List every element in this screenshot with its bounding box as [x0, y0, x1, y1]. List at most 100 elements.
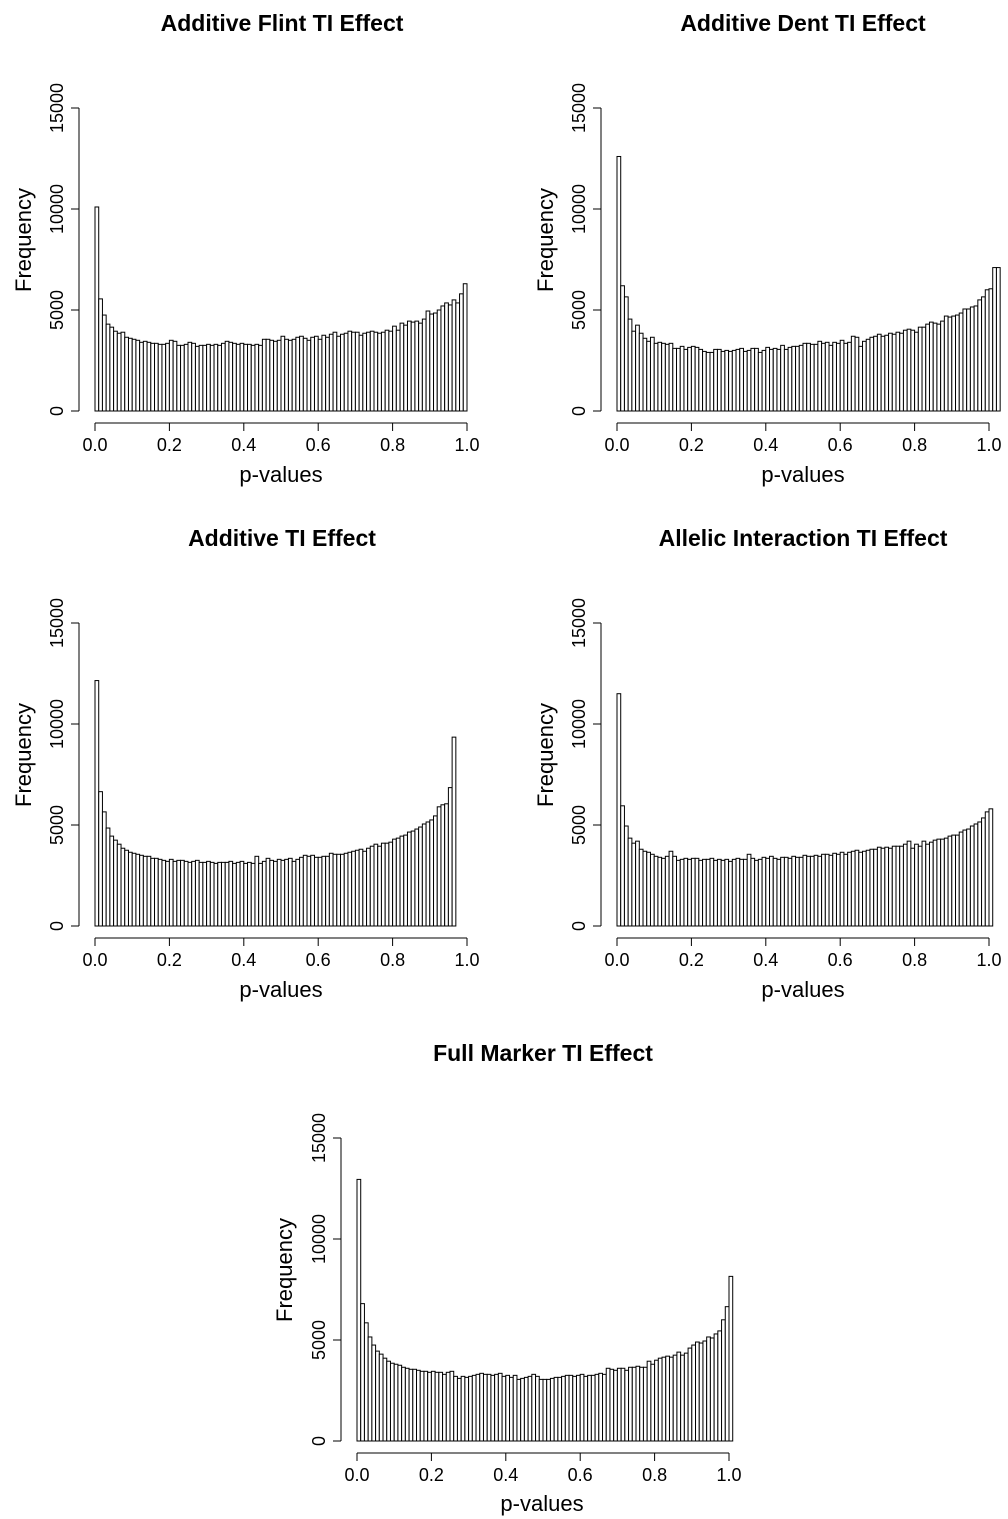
histogram-bar: [113, 330, 118, 412]
histogram-bar: [683, 857, 689, 927]
histogram-bar: [557, 1376, 563, 1442]
histogram-bar: [739, 347, 744, 412]
histogram-bar: [116, 332, 122, 412]
panel-full-marker: Full Marker TI Effect p-values Frequency…: [272, 1040, 742, 1516]
y-axis-label: Frequency: [533, 188, 558, 292]
histogram-bar: [310, 854, 315, 927]
histogram-bar: [239, 342, 245, 412]
histogram-bar: [772, 347, 778, 412]
histogram-bar: [843, 342, 849, 412]
histogram-bar: [131, 338, 137, 412]
histogram-bar: [362, 332, 368, 412]
histogram-bar: [475, 1373, 481, 1442]
histogram-bar: [183, 343, 189, 412]
histogram-bar: [627, 837, 633, 927]
x-axis-label: p-values: [761, 462, 844, 487]
histogram-bar: [702, 858, 707, 927]
histogram-bar: [769, 348, 774, 412]
histogram-bar: [995, 267, 1001, 412]
histogram-bar: [780, 344, 785, 412]
histogram-bar: [713, 1333, 719, 1442]
histogram-bar: [568, 1374, 574, 1442]
histogram-bar: [269, 859, 275, 927]
histogram-bar: [340, 333, 345, 412]
histogram-bar: [363, 1322, 369, 1442]
histogram-bar: [509, 1376, 514, 1442]
x-tick-label: 0.6: [306, 435, 331, 455]
histogram-bar: [459, 293, 464, 412]
histogram-bar: [187, 341, 193, 412]
histogram-bar: [966, 308, 971, 412]
histogram-bar: [306, 855, 312, 927]
histogram-bar: [505, 1374, 511, 1442]
histogram-bar: [955, 314, 960, 412]
histogram-bar: [351, 331, 356, 412]
x-tick-label: 0.4: [231, 435, 256, 455]
histogram-bar: [535, 1375, 540, 1442]
histogram-bar: [442, 1373, 447, 1442]
panel-additive-flint: Additive Flint TI Effect p-values Freque…: [11, 10, 480, 487]
histogram-bar: [572, 1375, 577, 1442]
histogram-bar: [135, 853, 141, 927]
histogram-bar: [850, 850, 856, 927]
histogram-bar: [393, 1363, 399, 1442]
histogram-bar: [232, 862, 237, 927]
histogram-bar: [354, 849, 360, 927]
histogram-bar: [690, 345, 696, 412]
histogram-bar: [769, 855, 774, 927]
histogram-bar: [943, 837, 949, 927]
histogram-bar: [925, 843, 930, 927]
histogram-bar: [839, 851, 845, 927]
histogram-bar: [720, 350, 726, 412]
histogram-bar: [384, 842, 390, 927]
histogram-bar: [705, 858, 711, 927]
histogram-bar: [620, 285, 625, 412]
histogram-bar: [497, 1372, 503, 1442]
histogram-bar: [735, 348, 741, 412]
panel-allelic-interaction: Allelic Interaction TI Effect p-values F…: [533, 525, 1002, 1002]
histogram-bar: [683, 348, 689, 412]
histogram-bar: [657, 341, 663, 412]
histogram-bar: [187, 861, 193, 927]
histogram-bar: [765, 857, 771, 927]
histogram-bar: [639, 1366, 644, 1442]
panel-additive: Additive TI Effect p-values Frequency 0.…: [11, 525, 480, 1002]
y-axis-label: Frequency: [11, 188, 36, 292]
histogram-bar: [977, 821, 983, 927]
histogram-bar: [783, 856, 789, 927]
histogram-bar: [936, 838, 942, 927]
histogram-bar: [653, 342, 659, 412]
histogram-bar: [378, 1353, 384, 1442]
histogram-bar: [157, 858, 163, 927]
histogram-bar: [209, 861, 215, 927]
histogram-bar: [94, 680, 100, 927]
histogram-bar: [168, 858, 174, 927]
y-tick-label: 10000: [309, 1214, 329, 1264]
histogram-bar: [388, 841, 394, 927]
histogram-bar: [453, 1375, 458, 1442]
histogram-bar: [482, 1373, 488, 1442]
x-tick-label: 1.0: [976, 950, 1001, 970]
histogram-bar: [616, 693, 622, 927]
x-tick-label: 0.0: [604, 950, 629, 970]
histogram-bar: [932, 322, 938, 412]
histogram-bar: [642, 1366, 648, 1442]
histogram-bar: [813, 343, 819, 412]
histogram-bar: [403, 324, 408, 412]
histogram-bar: [276, 339, 282, 412]
histogram-bar: [850, 335, 856, 412]
axes: 0.0 0.2 0.4 0.6 0.8 1.0 0 5000 10000 15000: [309, 1113, 742, 1485]
histogram-bar: [382, 1357, 388, 1442]
histogram-bar: [654, 1359, 659, 1442]
histogram-bar: [917, 845, 923, 927]
histogram-bar: [254, 343, 260, 412]
histogram-bar: [127, 337, 133, 412]
histogram-bar: [468, 1375, 473, 1442]
histogram-bar: [154, 857, 159, 927]
histogram-bar: [921, 326, 927, 412]
histogram-bar: [806, 342, 811, 412]
histogram-bar: [269, 339, 275, 412]
histogram-bar: [451, 299, 457, 412]
histogram-bar: [702, 1340, 708, 1442]
